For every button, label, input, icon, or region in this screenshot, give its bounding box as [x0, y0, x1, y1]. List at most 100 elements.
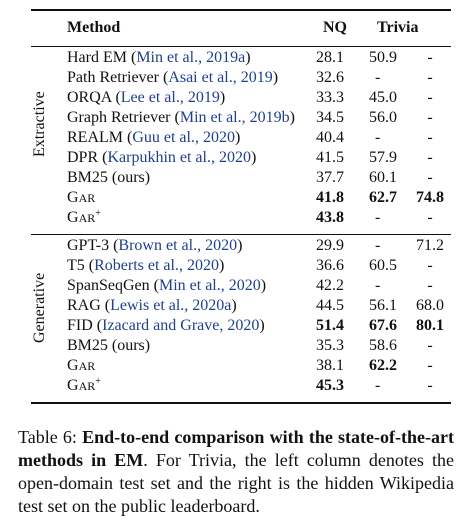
citation-link[interactable]: Min et al., 2019a: [136, 49, 246, 66]
method-name: T5: [67, 257, 85, 274]
citation-link[interactable]: Lee et al., 2019: [120, 89, 220, 106]
nq-score: 45.3: [316, 377, 344, 394]
nq-score: 51.4: [316, 317, 344, 334]
caption-rest: . For Trivia, the left column denotes th…: [18, 450, 455, 516]
citation-link[interactable]: Guu et al., 2020: [132, 129, 235, 146]
method-name: Hard EM: [67, 49, 127, 66]
trivia-hidden-score: -: [427, 277, 433, 294]
nq-score: 28.1: [316, 49, 344, 66]
trivia-open-score: 56.1: [369, 297, 397, 314]
nq-score: 29.9: [316, 237, 344, 254]
method-name: Graph Retriever: [67, 109, 171, 126]
table-row: BM25 (ours) 37.7 60.1 -: [31, 168, 451, 188]
citation-link[interactable]: Lewis et al., 2020a: [110, 297, 232, 314]
trivia-open-score: 57.9: [369, 149, 397, 166]
trivia-hidden-score: -: [427, 89, 433, 106]
method-name: Path Retriever: [67, 69, 159, 86]
trivia-open-score: -: [375, 277, 381, 294]
trivia-open-score: -: [375, 377, 381, 394]
table-row: Graph Retriever (Min et al., 2019b) 34.5…: [31, 108, 451, 128]
trivia-hidden-score: -: [427, 209, 433, 226]
citation-link[interactable]: Asai et al., 2019: [168, 69, 273, 86]
trivia-hidden-score: -: [427, 109, 433, 126]
nq-score: 40.4: [316, 129, 344, 146]
nq-score: 44.5: [316, 297, 344, 314]
nq-score: 41.8: [316, 189, 344, 206]
trivia-hidden-score: -: [427, 129, 433, 146]
nq-score: 36.6: [316, 257, 344, 274]
method-name: BM25 (ours): [67, 169, 151, 186]
table-row: ORQA (Lee et al., 2019) 33.3 45.0 -: [31, 88, 451, 108]
trivia-hidden-score: 68.0: [416, 297, 444, 314]
trivia-open-score: 62.2: [369, 357, 397, 374]
method-name: DPR: [67, 149, 99, 166]
trivia-hidden-score: 80.1: [416, 317, 444, 334]
table-row: Hard EM (Min et al., 2019a) 28.1 50.9 -: [31, 48, 451, 68]
table-row: SpanSeqGen (Min et al., 2020) 42.2 - -: [31, 276, 451, 296]
trivia-hidden-score: 71.2: [416, 237, 444, 254]
citation-link[interactable]: Min et al., 2020: [158, 277, 261, 294]
trivia-open-score: -: [375, 69, 381, 86]
group-divider: [31, 234, 451, 235]
trivia-open-score: -: [375, 209, 381, 226]
trivia-hidden-score: 74.8: [416, 189, 444, 206]
trivia-hidden-score: -: [427, 377, 433, 394]
method-name-gar: GAR: [67, 189, 96, 206]
trivia-hidden-score: -: [427, 49, 433, 66]
table-row: GAR+ 45.3 - -: [31, 376, 451, 396]
method-name: REALM: [67, 129, 123, 146]
trivia-open-score: 60.5: [369, 257, 397, 274]
trivia-open-score: 58.6: [369, 337, 397, 354]
trivia-hidden-score: -: [427, 69, 433, 86]
table-row: FID (Izacard and Grave, 2020) 51.4 67.6 …: [67, 317, 444, 334]
table-row: GAR 41.8 62.7 74.8: [31, 188, 451, 208]
method-name: FID: [67, 317, 93, 334]
citation-link[interactable]: Izacard and Grave, 2020: [102, 317, 260, 334]
method-name: ORQA: [67, 89, 112, 106]
nq-score: 33.3: [316, 89, 344, 106]
trivia-open-score: 60.1: [369, 169, 397, 186]
trivia-open-score: 62.7: [369, 189, 397, 206]
caption-prefix: Table 6:: [18, 427, 83, 447]
method-name: GPT-3: [67, 237, 110, 254]
table-caption: Table 6: End-to-end comparison with the …: [18, 426, 454, 518]
method-name-gar: GAR: [67, 357, 96, 374]
header-rule: [31, 46, 451, 47]
table-row: DPR (Karpukhin et al., 2020) 41.5 57.9 -: [31, 148, 451, 168]
citation-link[interactable]: Roberts et al., 2020: [94, 257, 219, 274]
nq-score: 32.6: [316, 69, 344, 86]
trivia-hidden-score: -: [427, 357, 433, 374]
citation-link[interactable]: Brown et al., 2020: [118, 237, 238, 254]
trivia-open-score: 45.0: [369, 89, 397, 106]
bottom-rule: [31, 402, 451, 404]
nq-score: 34.5: [316, 109, 344, 126]
nq-score: 41.5: [316, 149, 344, 166]
table-row: REALM (Guu et al., 2020) 40.4 - -: [31, 128, 451, 148]
trivia-open-score: 50.9: [369, 49, 397, 66]
trivia-hidden-score: -: [427, 337, 433, 354]
trivia-open-score: -: [375, 129, 381, 146]
citation-link[interactable]: Min et al., 2019b: [179, 109, 290, 126]
nq-score: 37.7: [316, 169, 344, 186]
trivia-hidden-score: -: [427, 169, 433, 186]
citation-link[interactable]: Karpukhin et al., 2020: [107, 149, 251, 166]
table-row: GAR 38.1 62.2 -: [31, 356, 451, 376]
method-name: BM25 (ours): [67, 337, 151, 354]
nq-score: 42.2: [316, 277, 344, 294]
header-nq: NQ: [323, 19, 347, 36]
table-row: GPT-3 (Brown et al., 2020) 29.9 - 71.2: [67, 237, 444, 254]
trivia-hidden-score: -: [427, 257, 433, 274]
method-name-gar-plus: GAR+: [67, 376, 101, 394]
trivia-open-score: 67.6: [369, 317, 397, 334]
nq-score: 43.8: [316, 209, 344, 226]
nq-score: 35.3: [316, 337, 344, 354]
method-name-gar-plus: GAR+: [67, 208, 101, 226]
method-name: SpanSeqGen: [67, 277, 150, 294]
table-row: RAG (Lewis et al., 2020a) 44.5 56.1 68.0: [67, 297, 444, 314]
table-row: BM25 (ours) 35.3 58.6 -: [31, 336, 451, 356]
table-row: GAR+ 43.8 - -: [31, 208, 451, 228]
table-row: T5 (Roberts et al., 2020) 36.6 60.5 -: [31, 256, 451, 276]
header-method: Method: [67, 19, 121, 36]
header-trivia: Trivia: [377, 19, 419, 36]
table-row: Path Retriever (Asai et al., 2019) 32.6 …: [31, 68, 451, 88]
